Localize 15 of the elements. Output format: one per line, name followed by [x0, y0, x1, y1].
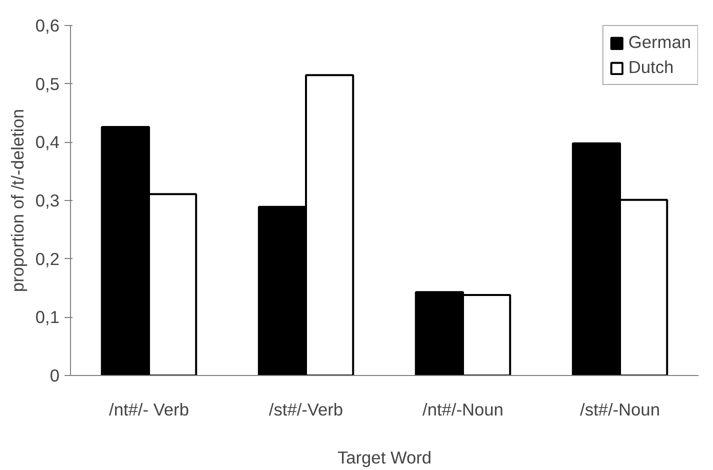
- legend-label: German: [628, 32, 691, 53]
- x-axis-title: Target Word: [337, 448, 432, 468]
- y-tick-label: 0,3: [35, 190, 60, 210]
- x-tick-label: /nt#/-Noun: [422, 400, 504, 420]
- x-tick-label: /nt#/- Verb: [109, 400, 189, 420]
- y-axis-title: proportion of /t/-deletion: [7, 108, 28, 292]
- legend-label: Dutch: [628, 57, 674, 78]
- y-tick-label: 0,4: [35, 132, 60, 152]
- x-tick-label: /st#/-Verb: [268, 400, 344, 420]
- y-tick-label: 0,5: [35, 74, 60, 94]
- y-tick-label: 0: [50, 366, 60, 386]
- y-tick-label: 0,6: [35, 16, 60, 36]
- y-tick-label: 0,2: [35, 248, 60, 269]
- y-tick-label: 0,1: [35, 307, 60, 328]
- x-tick-label: /st#/-Noun: [580, 400, 660, 420]
